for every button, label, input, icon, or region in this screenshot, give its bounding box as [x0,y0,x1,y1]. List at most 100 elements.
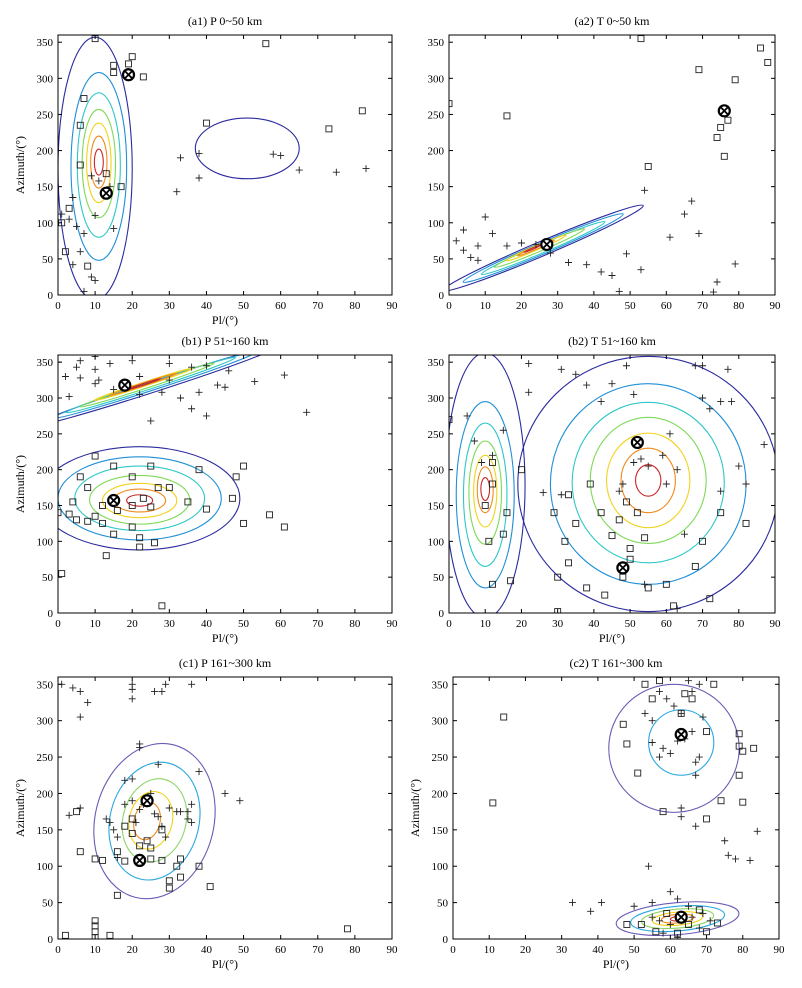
cross-marker [619,480,627,488]
cross-marker [608,272,616,279]
x-tick-label: 0 [55,944,61,956]
cross-marker [165,360,173,368]
x-tick-label: 30 [164,300,176,312]
square-marker [644,584,652,592]
cross-marker [184,815,192,823]
x-tick-label: 50 [625,300,637,312]
cross-marker [517,239,525,247]
cross-marker [546,249,554,257]
square-marker [507,577,515,585]
square-marker [691,562,699,570]
square-marker [117,183,125,191]
y-tick-label: 300 [428,393,445,405]
square-marker [121,857,129,865]
cross-marker [165,376,173,384]
cross-marker [132,819,140,827]
square-marker [128,473,136,481]
square-marker [136,842,144,850]
square-marker [652,928,660,936]
square-marker [139,73,147,81]
cross-marker [735,462,743,470]
cross-marker [467,253,475,261]
y-axis-label: Azimuth/(°) [13,136,27,194]
y-tick-label: 100 [428,536,445,548]
square-marker [695,906,703,914]
cross-marker [713,278,721,286]
square-marker [202,505,210,513]
y-tick-label: 350 [37,37,54,49]
square-marker [449,416,453,423]
square-marker [720,152,728,160]
cross-marker [677,804,685,812]
cross-marker [637,266,645,274]
cross-marker [188,405,196,413]
square-marker [489,459,496,466]
cross-marker [648,899,656,907]
contour-line [93,367,194,402]
cross-marker [113,833,121,841]
cross-marker [677,709,685,717]
square-marker [688,695,696,703]
square-marker [572,519,580,527]
contour-line [517,355,775,613]
y-tick-label: 0 [48,608,54,620]
cross-marker [688,688,696,696]
cross-marker [630,902,638,910]
cross-marker [659,929,667,937]
cross-marker [154,760,162,768]
square-marker [206,883,214,891]
x-tick-label: 40 [592,944,604,956]
y-tick-label: 150 [428,182,445,194]
contour-line [505,234,567,262]
x-tick-label: 20 [127,618,139,630]
square-marker [128,53,136,61]
square-marker [565,491,572,499]
x-tick-label: 70 [312,300,324,312]
square-marker [110,61,118,69]
y-tick-label: 0 [48,290,54,302]
contour-line [449,204,644,292]
cross-marker [102,815,110,823]
cross-marker [721,837,729,845]
cross-marker [673,605,681,613]
x-tick-label: 60 [661,300,673,312]
center-marker-cross [676,912,686,922]
cross-marker [188,363,196,371]
cross-marker [214,381,222,389]
square-marker [58,570,66,578]
center-marker-cross [120,380,130,390]
chart-title: (a1) P 0~50 km [188,14,263,28]
square-marker [626,555,634,563]
cross-marker [61,373,69,380]
square-marker [325,125,333,133]
plot-frame [57,34,393,296]
cross-marker [463,412,471,420]
cross-marker [706,917,714,925]
cross-marker [95,177,103,185]
x-tick-label: 60 [275,300,287,312]
cross-marker [587,907,595,915]
cross-marker [188,800,196,808]
contour-line [449,355,526,613]
y-tick-label: 250 [37,429,54,441]
cross-marker [699,910,707,918]
x-tick-label: 80 [733,618,745,630]
square-marker [84,484,92,492]
contour-line [648,709,715,776]
square-marker [147,844,155,852]
square-marker [561,537,569,545]
y-tick-label: 350 [428,357,445,369]
x-tick-label: 80 [733,300,745,312]
cross-marker [73,363,81,371]
contour-line [74,465,206,532]
cross-marker [162,833,170,841]
square-marker [601,591,609,599]
cross-marker [76,688,84,696]
plot-frame [452,676,780,940]
square-marker [764,58,772,66]
square-marker [65,510,73,518]
y-tick-label: 250 [37,109,54,121]
cross-marker [236,797,244,805]
y-tick-label: 250 [428,429,445,441]
